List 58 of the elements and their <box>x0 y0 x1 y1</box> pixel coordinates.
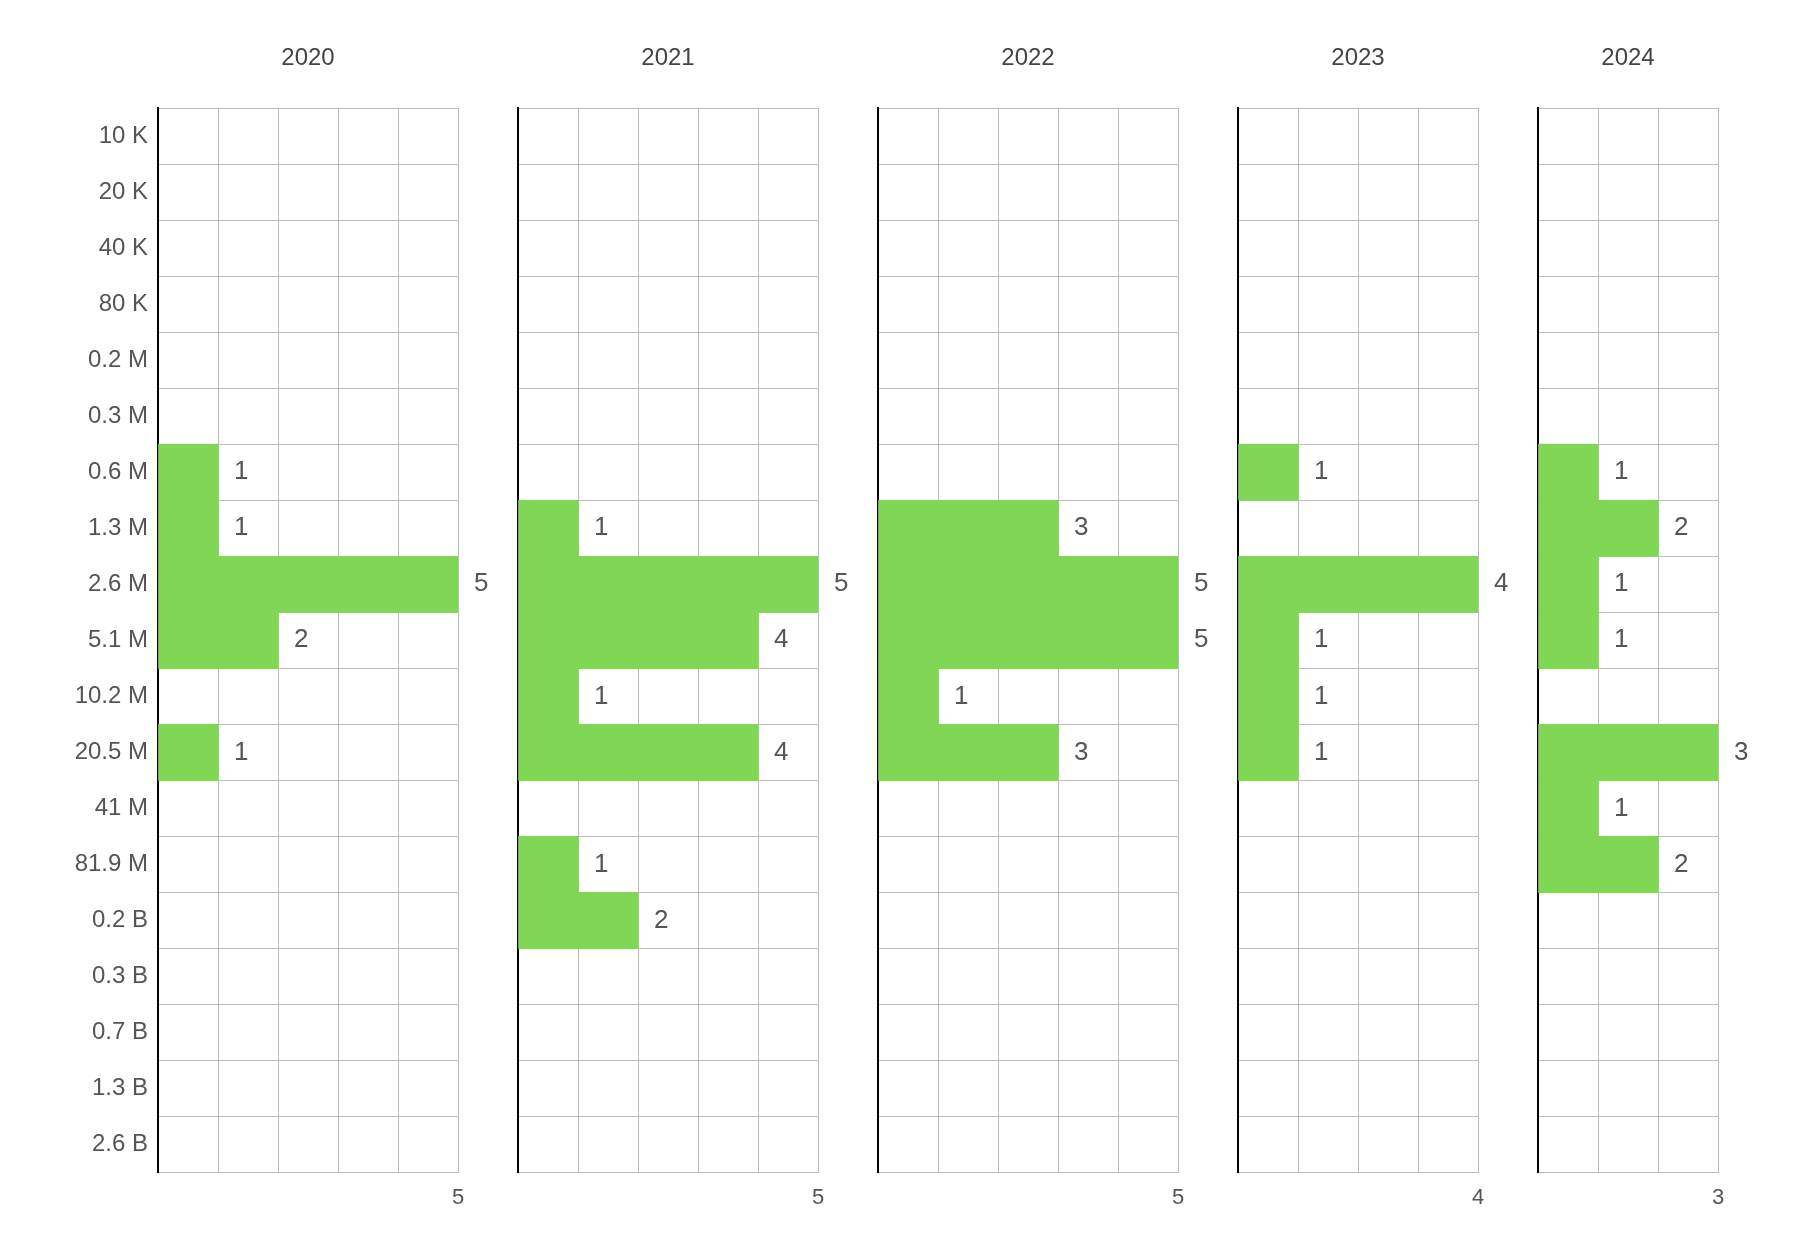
y-tick-label: 0.2 B <box>91 905 148 933</box>
data-label: 1 <box>594 679 609 710</box>
data-label: 1 <box>1614 567 1629 598</box>
y-tick-label: 0.2 M <box>87 344 148 372</box>
chart-title: 2021 <box>641 42 695 70</box>
chart-title: 2020 <box>281 42 335 70</box>
y-tick-label: 81.9 M <box>74 849 148 877</box>
y-tick-label: 0.3 M <box>87 400 148 428</box>
y-tick-label: 20.5 M <box>74 736 148 764</box>
y-tick-label: 40 K <box>98 232 148 260</box>
data-label: 1 <box>954 679 969 710</box>
y-tick-label: 41 M <box>94 793 148 821</box>
data-label: 1 <box>234 735 249 766</box>
data-label: 5 <box>474 567 489 598</box>
data-label: 4 <box>774 735 789 766</box>
y-tick-label: 0.7 B <box>91 1017 148 1045</box>
chart-title: 2024 <box>1601 42 1655 70</box>
y-tick-label: 2.6 B <box>91 1129 148 1157</box>
y-tick-label: 1.3 M <box>87 512 148 540</box>
data-label: 3 <box>1074 511 1089 542</box>
x-tick-label: 5 <box>451 1183 465 1209</box>
data-label: 2 <box>1674 511 1689 542</box>
x-tick-label: 5 <box>811 1183 825 1209</box>
data-label: 2 <box>654 903 669 934</box>
y-tick-label: 1.3 B <box>91 1073 148 1101</box>
data-label: 5 <box>1194 567 1209 598</box>
y-tick-label: 20 K <box>98 176 148 204</box>
data-label: 5 <box>1194 623 1209 654</box>
data-label: 3 <box>1074 735 1089 766</box>
data-label: 1 <box>1614 791 1629 822</box>
chart-title: 2022 <box>1001 42 1055 70</box>
y-tick-label: 10 K <box>98 120 148 148</box>
y-tick-label: 80 K <box>98 288 148 316</box>
data-label: 2 <box>1674 847 1689 878</box>
data-label: 1 <box>1314 455 1329 486</box>
data-label: 3 <box>1734 735 1749 766</box>
y-tick-label: 0.6 M <box>87 456 148 484</box>
data-label: 1 <box>234 511 249 542</box>
y-tick-label: 2.6 M <box>87 568 148 596</box>
x-tick-label: 4 <box>1471 1183 1485 1209</box>
data-label: 5 <box>834 567 849 598</box>
x-tick-label: 5 <box>1171 1183 1185 1209</box>
data-label: 1 <box>1614 623 1629 654</box>
data-label: 4 <box>1494 567 1509 598</box>
data-label: 1 <box>1614 455 1629 486</box>
data-label: 1 <box>1314 735 1329 766</box>
x-tick-label: 3 <box>1711 1183 1725 1209</box>
y-tick-label: 0.3 B <box>91 961 148 989</box>
y-tick-label: 5.1 M <box>87 624 148 652</box>
chart-title: 2023 <box>1331 42 1385 70</box>
data-label: 2 <box>294 623 309 654</box>
data-label: 1 <box>234 455 249 486</box>
data-label: 1 <box>594 847 609 878</box>
data-label: 4 <box>774 623 789 654</box>
y-tick-label: 10.2 M <box>74 680 148 708</box>
data-label: 1 <box>1314 679 1329 710</box>
data-label: 1 <box>594 511 609 542</box>
data-label: 1 <box>1314 623 1329 654</box>
